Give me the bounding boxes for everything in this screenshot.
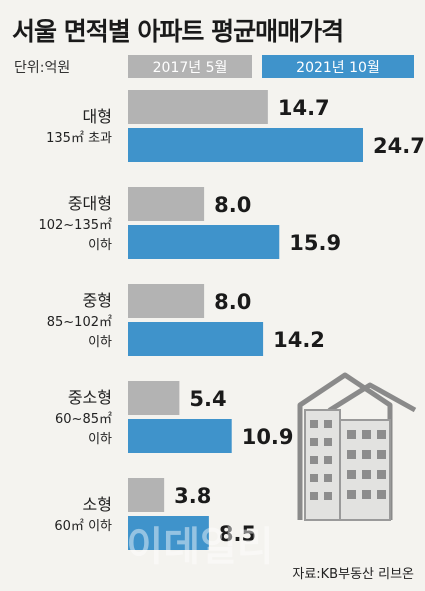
category-sublabel: 135㎡ 초과 — [46, 131, 112, 146]
bar-value-label: 15.9 — [289, 231, 341, 255]
bar-2021 — [128, 128, 363, 162]
source-note: 자료:KB부동산 리브온 — [292, 567, 414, 582]
category-sublabel: 60㎡ 이하 — [54, 519, 112, 534]
category-label: 중소형 — [68, 388, 112, 407]
category-sublabel: 이하 — [88, 238, 112, 253]
legend-swatch-2021 — [262, 55, 414, 78]
category-sublabel: 102~135㎡ — [38, 218, 112, 233]
bar-value-label: 3.8 — [174, 484, 211, 508]
chart-title: 서울 면적별 아파트 평균매매가격 — [12, 17, 343, 46]
unit-label: 단위:억원 — [14, 60, 70, 76]
category-sublabel: 85~102㎡ — [47, 315, 112, 330]
bar-2021 — [128, 516, 209, 550]
category-label: 소형 — [83, 495, 112, 514]
apartment-building-icon — [297, 372, 417, 521]
legend-swatch-2017 — [128, 55, 252, 78]
category-sublabel: 60~85㎡ — [55, 412, 112, 427]
bar-2017 — [128, 284, 205, 318]
bar-value-label: 8.0 — [214, 193, 251, 217]
bar-2017 — [128, 381, 180, 415]
bar-value-label: 8.5 — [219, 522, 256, 546]
bar-2021 — [128, 225, 280, 259]
bar-value-label: 8.0 — [214, 290, 251, 314]
legend-label-2017: 2017년 5월 — [153, 60, 228, 76]
legend-label-2021: 2021년 10월 — [296, 60, 380, 76]
watermark: 이데일리 — [126, 524, 273, 570]
bar-value-label: 14.7 — [278, 96, 330, 120]
bar-2017 — [128, 90, 268, 124]
bar-value-label: 10.9 — [242, 425, 294, 449]
bar-value-label: 5.4 — [189, 387, 226, 411]
bar-value-label: 24.7 — [373, 134, 425, 158]
bar-value-label: 14.2 — [273, 328, 325, 352]
bar-2021 — [128, 322, 264, 356]
category-sublabel: 이하 — [88, 335, 112, 350]
bar-2017 — [128, 187, 205, 221]
bar-2017 — [128, 478, 165, 512]
legend: 2017년 5월 2021년 10월 — [128, 55, 414, 78]
category-label: 중형 — [83, 291, 112, 310]
bar-2021 — [128, 419, 232, 453]
bars-group: 14.7 24.7 8.0 15.9 8.0 14.2 5.4 10.9 3.8 8.5 — [128, 90, 425, 550]
category-label: 중대형 — [68, 194, 112, 213]
category-label: 대형 — [83, 107, 112, 126]
category-sublabel: 이하 — [88, 432, 112, 447]
